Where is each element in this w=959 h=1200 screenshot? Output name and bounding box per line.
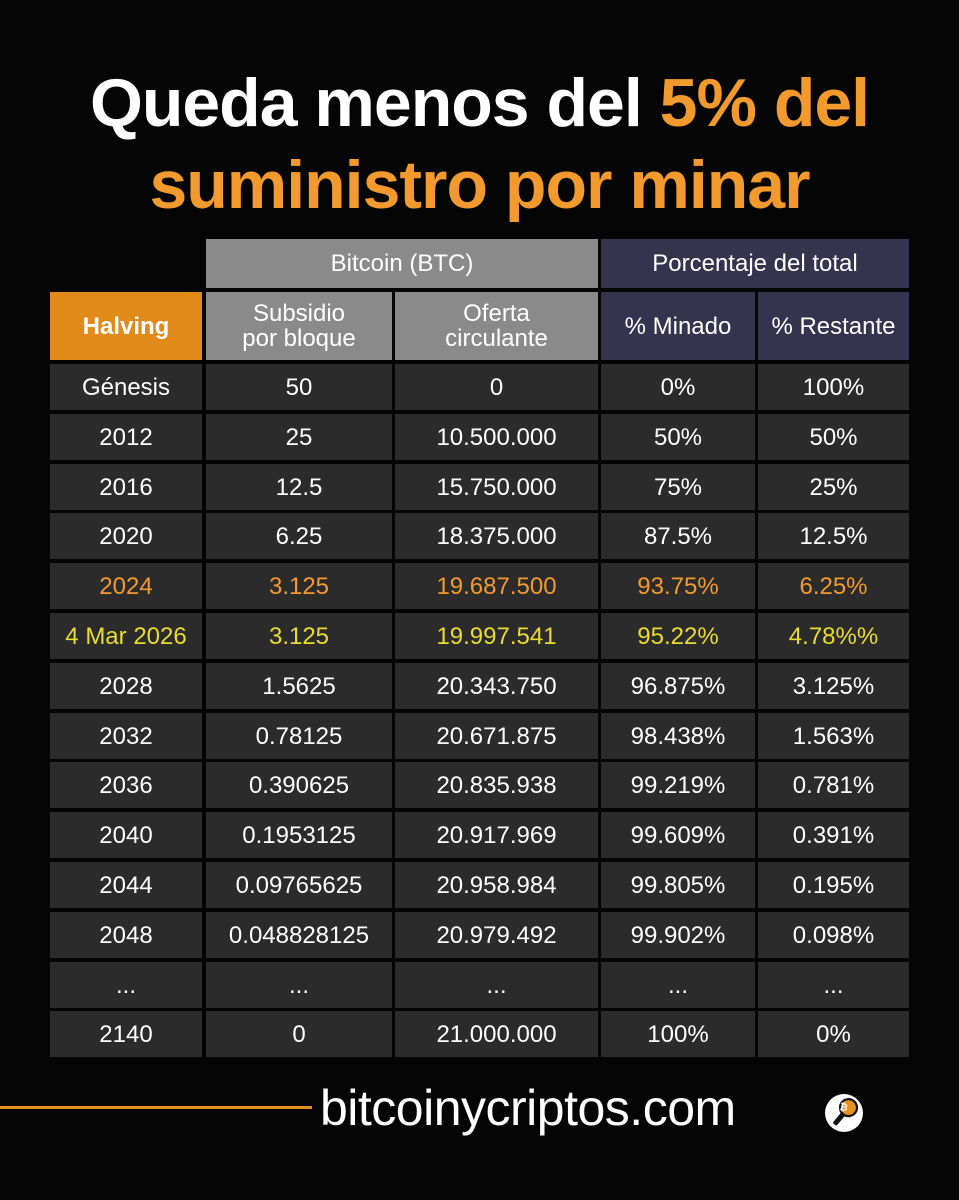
column-header-mined: % Minado <box>601 292 755 360</box>
cell-2140-subsidy: 0 <box>206 1011 392 1057</box>
cell-2044-remaining: 0.195% <box>758 862 909 908</box>
cell-2024-remaining: 6.25% <box>758 563 909 609</box>
title-line-2: suministro por minar <box>149 147 810 223</box>
cell-2040-halving: 2040 <box>50 812 202 858</box>
footer-brand: bitcoinycriptos.com <box>320 1080 736 1136</box>
cell-2020-mined: 87.5% <box>601 513 755 559</box>
cell-ellipsis-subsidy: ... <box>206 962 392 1008</box>
cell-2028-remaining: 3.125% <box>758 663 909 709</box>
cell-2032-remaining: 1.563% <box>758 713 909 759</box>
cell-2048-supply: 20.979.492 <box>395 912 598 958</box>
halving-table: Bitcoin (BTC) Porcentaje del total Halving… <box>50 239 909 1058</box>
cell-2044-subsidy: 0.09765625 <box>206 862 392 908</box>
cell-2024-subsidy: 3.125 <box>206 563 392 609</box>
cell-2020-subsidy: 6.25 <box>206 513 392 559</box>
cell-2012-remaining: 50% <box>758 414 909 460</box>
page-title: Queda menos del 5% del suministro por mi… <box>0 62 959 226</box>
title-white-part: Queda menos del <box>89 65 660 141</box>
cell-2028-subsidy: 1.5625 <box>206 663 392 709</box>
cell-ellipsis-halving: ... <box>50 962 202 1008</box>
column-header-supply: Oferta circulante <box>395 292 598 360</box>
cell-2140-supply: 21.000.000 <box>395 1011 598 1057</box>
cell-4-mar-2026-remaining: 4.78%% <box>758 613 909 659</box>
cell-genesis-subsidy: 50 <box>206 364 392 410</box>
cell-genesis-mined: 0% <box>601 364 755 410</box>
cell-2044-mined: 99.805% <box>601 862 755 908</box>
cell-2024-halving: 2024 <box>50 563 202 609</box>
cell-2012-halving: 2012 <box>50 414 202 460</box>
cell-2028-supply: 20.343.750 <box>395 663 598 709</box>
cell-2024-supply: 19.687.500 <box>395 563 598 609</box>
cell-2140-remaining: 0% <box>758 1011 909 1057</box>
title-orange-part: 5% del <box>659 65 870 141</box>
cell-2016-remaining: 25% <box>758 464 909 510</box>
cell-2012-subsidy: 25 <box>206 414 392 460</box>
footer-divider <box>0 1106 312 1109</box>
cell-2040-mined: 99.609% <box>601 812 755 858</box>
cell-2040-subsidy: 0.1953125 <box>206 812 392 858</box>
cell-2032-mined: 98.438% <box>601 713 755 759</box>
cell-genesis-halving: Génesis <box>50 364 202 410</box>
cell-2020-supply: 18.375.000 <box>395 513 598 559</box>
column-header-remaining: % Restante <box>758 292 909 360</box>
column-header-subsidy: Subsidio por bloque <box>206 292 392 360</box>
cell-ellipsis-supply: ... <box>395 962 598 1008</box>
cell-2044-supply: 20.958.984 <box>395 862 598 908</box>
cell-2032-subsidy: 0.78125 <box>206 713 392 759</box>
cell-2028-halving: 2028 <box>50 663 202 709</box>
cell-ellipsis-remaining: ... <box>758 962 909 1008</box>
cell-2048-remaining: 0.098% <box>758 912 909 958</box>
cell-2048-subsidy: 0.048828125 <box>206 912 392 958</box>
cell-2012-mined: 50% <box>601 414 755 460</box>
cell-2032-halving: 2032 <box>50 713 202 759</box>
cell-2032-supply: 20.671.875 <box>395 713 598 759</box>
cell-2140-mined: 100% <box>601 1011 755 1057</box>
cell-2044-halving: 2044 <box>50 862 202 908</box>
group-header-bitcoin: Bitcoin (BTC) <box>206 239 598 288</box>
svg-text:₿: ₿ <box>838 1101 848 1114</box>
cell-2016-halving: 2016 <box>50 464 202 510</box>
cell-2028-mined: 96.875% <box>601 663 755 709</box>
cell-2040-supply: 20.917.969 <box>395 812 598 858</box>
cell-2036-mined: 99.219% <box>601 762 755 808</box>
cell-2048-mined: 99.902% <box>601 912 755 958</box>
cell-2024-mined: 93.75% <box>601 563 755 609</box>
cell-4-mar-2026-mined: 95.22% <box>601 613 755 659</box>
group-header-percentage: Porcentaje del total <box>601 239 909 288</box>
cell-ellipsis-mined: ... <box>601 962 755 1008</box>
cell-2020-remaining: 12.5% <box>758 513 909 559</box>
cell-4-mar-2026-halving: 4 Mar 2026 <box>50 613 202 659</box>
cell-4-mar-2026-subsidy: 3.125 <box>206 613 392 659</box>
cell-2040-remaining: 0.391% <box>758 812 909 858</box>
cell-genesis-remaining: 100% <box>758 364 909 410</box>
cell-2016-subsidy: 12.5 <box>206 464 392 510</box>
cell-2016-supply: 15.750.000 <box>395 464 598 510</box>
cell-2036-supply: 20.835.938 <box>395 762 598 808</box>
cell-2036-subsidy: 0.390625 <box>206 762 392 808</box>
cell-2016-mined: 75% <box>601 464 755 510</box>
cell-2048-halving: 2048 <box>50 912 202 958</box>
title-line-1: Queda menos del 5% del <box>0 62 959 144</box>
cell-2012-supply: 10.500.000 <box>395 414 598 460</box>
cell-2036-halving: 2036 <box>50 762 202 808</box>
cell-2020-halving: 2020 <box>50 513 202 559</box>
bitcoin-microphone-icon: ₿ <box>825 1094 863 1132</box>
cell-2036-remaining: 0.781% <box>758 762 909 808</box>
cell-genesis-supply: 0 <box>395 364 598 410</box>
column-header-halving: Halving <box>50 292 202 360</box>
cell-4-mar-2026-supply: 19.997.541 <box>395 613 598 659</box>
cell-2140-halving: 2140 <box>50 1011 202 1057</box>
